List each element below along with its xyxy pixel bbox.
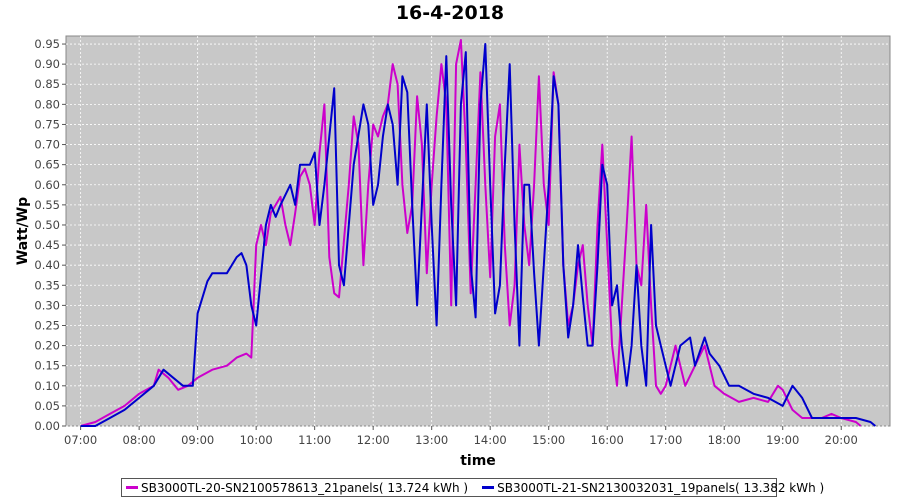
y-axis: 0.00 0.05 0.10 0.15 0.20 0.25 0.30 0.35 0.40 0.45… — [34, 37, 66, 433]
y-tick-label: 0.10 — [34, 379, 60, 393]
y-tick-label: 0.70 — [34, 138, 60, 152]
x-tick-label: 17:00 — [649, 433, 682, 447]
x-tick-label: 10:00 — [240, 433, 273, 447]
x-tick-label: 07:00 — [64, 433, 97, 447]
series-line-1 — [80, 39, 862, 427]
x-tick-label: 14:00 — [474, 433, 507, 447]
y-tick-label: 0.25 — [34, 318, 60, 332]
y-axis-label: Watt/Wp — [15, 197, 31, 265]
y-tick-label: 0.00 — [34, 419, 60, 433]
y-tick-label: 0.85 — [34, 77, 60, 91]
x-tick-label: 18:00 — [708, 433, 741, 447]
y-tick-label: 0.05 — [34, 399, 60, 413]
y-tick-label: 0.75 — [34, 117, 60, 131]
y-tick-label: 0.60 — [34, 178, 60, 192]
y-tick-label: 0.20 — [34, 339, 60, 353]
y-tick-label: 0.50 — [34, 218, 60, 232]
y-tick-label: 0.30 — [34, 298, 60, 312]
x-tick-label: 19:00 — [766, 433, 799, 447]
legend-label: SB3000TL-20-SN2100578613_21panels( 13.72… — [141, 480, 469, 495]
legend-swatch — [482, 486, 495, 489]
x-tick-label: 13:00 — [415, 433, 448, 447]
y-tick-label: 0.90 — [34, 57, 60, 71]
legend-item: SB3000TL-21-SN2130032031_19panels( 13.38… — [482, 481, 824, 495]
x-tick-label: 09:00 — [181, 433, 214, 447]
y-tick-label: 0.15 — [34, 359, 60, 373]
y-tick-label: 0.45 — [34, 238, 60, 252]
y-tick-label: 0.95 — [34, 37, 60, 51]
x-tick-label: 08:00 — [123, 433, 156, 447]
y-tick-label: 0.55 — [34, 198, 60, 212]
legend-item: SB3000TL-20-SN2100578613_21panels( 13.72… — [126, 481, 468, 495]
legend-swatch — [126, 486, 138, 489]
chart-title: 16-4-2018 — [395, 2, 505, 24]
x-tick-label: 16:00 — [591, 433, 624, 447]
x-axis: 07:00 08:00 09:00 10:00 11:00 12:00 13:00 14:00… — [64, 426, 858, 447]
line-chart: 0.00 0.05 0.10 0.15 0.20 0.25 0.30 0.35 0.40 0.45… — [15, 35, 891, 469]
x-axis-label: time — [460, 453, 496, 469]
y-tick-label: 0.35 — [34, 278, 60, 292]
y-tick-label: 0.80 — [34, 97, 60, 111]
y-tick-label: 0.65 — [34, 158, 60, 172]
series-line-2 — [80, 43, 877, 427]
chart-legend: SB3000TL-20-SN2100578613_21panels( 13.72… — [121, 478, 824, 497]
legend-label: SB3000TL-21-SN2130032031_19panels( 13.38… — [497, 480, 825, 495]
x-tick-label: 11:00 — [298, 433, 331, 447]
x-tick-label: 12:00 — [357, 433, 390, 447]
x-tick-label: 20:00 — [825, 433, 858, 447]
x-tick-label: 15:00 — [532, 433, 565, 447]
series-lines — [80, 39, 877, 427]
y-tick-label: 0.40 — [34, 258, 60, 272]
